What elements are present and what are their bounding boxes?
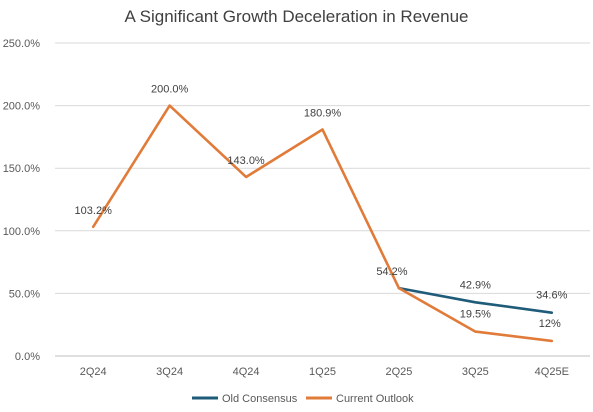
y-axis-ticks: 0.0% 50.0% 100.0% 150.0% 200.0% 250.0% [3, 38, 41, 363]
x-tick-label: 3Q25 [462, 366, 489, 378]
x-tick-label: 3Q24 [156, 366, 183, 378]
grid-layer [55, 42, 590, 357]
data-label: 143.0% [227, 155, 265, 167]
legend: Old Consensus Current Outlook [192, 393, 414, 405]
data-label: 34.6% [536, 290, 567, 302]
x-tick-label: 1Q25 [309, 366, 336, 378]
y-tick-label: 150.0% [3, 163, 41, 175]
data-label-layer: 42.9% 34.6% 103.2% 200.0% 143.0% 180.9% 54.2% 1… [75, 84, 568, 330]
x-tick-label: 4Q24 [233, 366, 260, 378]
y-tick-label: 200.0% [3, 101, 41, 113]
y-tick-label: 0.0% [15, 351, 40, 363]
series-layer [91, 104, 554, 343]
data-label: 19.5% [460, 309, 491, 321]
series-line-current-outlook [91, 104, 554, 343]
legend-label: Current Outlook [336, 393, 414, 405]
y-tick-label: 250.0% [3, 38, 41, 50]
series-line-old-consensus [397, 286, 554, 314]
data-label: 12% [539, 318, 561, 330]
y-tick-label: 50.0% [9, 288, 40, 300]
x-tick-label: 4Q25E [535, 366, 569, 378]
legend-label: Old Consensus [222, 393, 298, 405]
x-tick-label: 2Q25 [385, 366, 412, 378]
data-label: 42.9% [460, 279, 491, 291]
data-label: 200.0% [151, 84, 189, 96]
x-tick-label: 2Q24 [80, 366, 107, 378]
y-tick-label: 100.0% [3, 226, 41, 238]
chart-title: A Significant Growth Deceleration in Rev… [125, 7, 469, 26]
data-label: 54.2% [376, 266, 407, 278]
data-label: 180.9% [304, 108, 342, 120]
data-label: 103.2% [75, 205, 113, 217]
x-axis-ticks: 2Q24 3Q24 4Q24 1Q25 2Q25 3Q25 4Q25E [80, 366, 569, 378]
